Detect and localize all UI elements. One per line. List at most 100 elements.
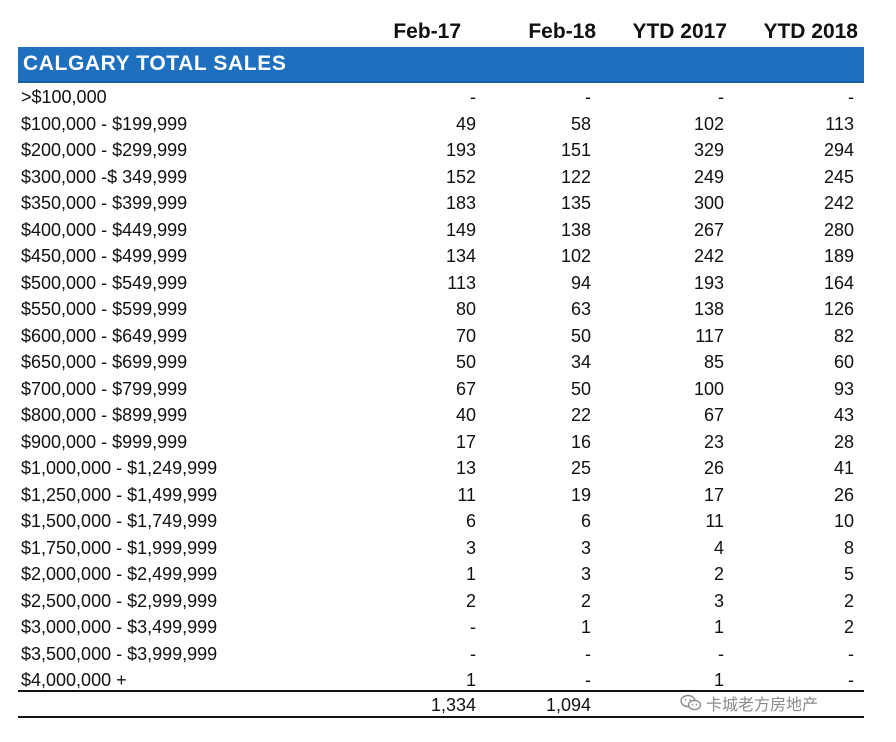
price-range-label: $400,000 - $449,999: [21, 219, 188, 240]
value-ytd2017: 102: [693, 113, 724, 134]
price-range-label: $900,000 - $999,999: [21, 431, 188, 452]
value-feb17: 70: [455, 325, 476, 346]
price-range-label: $700,000 - $799,999: [21, 378, 188, 399]
table-row: $600,000 - $649,999 70 50 117 82: [18, 323, 864, 350]
value-feb18: 25: [570, 458, 591, 478]
value-ytd2017: 26: [703, 458, 724, 478]
value-feb18: 122: [560, 166, 591, 187]
value-feb18: 19: [570, 484, 591, 505]
table-row: $100,000 - $199,999 49 58 102 113: [18, 111, 864, 138]
value-feb17: 40: [455, 405, 476, 425]
value-feb17: 3: [465, 537, 476, 558]
total-divider-bottom: [18, 716, 864, 718]
value-ytd2018: 82: [833, 325, 854, 346]
value-feb18: -: [585, 670, 591, 690]
value-feb18: 2: [580, 590, 591, 611]
value-feb18: 50: [570, 325, 591, 346]
value-ytd2018: 26: [833, 484, 854, 505]
value-feb17: 17: [455, 431, 476, 452]
table-row: $2,000,000 - $2,499,999 1 3 2 5: [18, 561, 864, 588]
wechat-icon: [680, 694, 702, 711]
value-feb17: 183: [445, 193, 476, 213]
value-ytd2017: 138: [693, 299, 724, 319]
table-row: $300,000 -$ 349,999 152 122 249 245: [18, 164, 864, 191]
value-feb17: 50: [455, 352, 476, 372]
value-feb17: 13: [455, 458, 476, 478]
value-feb18: 58: [570, 113, 591, 134]
price-range-label: $650,000 - $699,999: [21, 352, 188, 372]
table-row: $1,000,000 - $1,249,999 13 25 26 41: [18, 455, 864, 482]
value-feb17: -: [470, 617, 476, 637]
value-feb18: 34: [570, 352, 591, 372]
sales-rows: >$100,000- - - - $100,000 - $199,999 49 58 102 1…: [18, 84, 864, 694]
totals-row: 1,334 1,094: [18, 693, 864, 717]
value-ytd2017: 85: [703, 352, 724, 372]
value-ytd2017: 329: [693, 140, 724, 160]
value-ytd2017: 23: [703, 431, 724, 452]
value-feb17: 1: [465, 670, 476, 690]
value-feb18: -: [585, 87, 591, 107]
total-divider-top: [18, 690, 864, 692]
value-feb17: 6: [465, 511, 476, 531]
value-ytd2017: 300: [693, 193, 724, 213]
value-feb17: 193: [445, 140, 476, 160]
value-feb17: 80: [455, 299, 476, 319]
value-feb17: -: [470, 643, 476, 664]
value-feb18: 1: [580, 617, 591, 637]
column-header-feb18: Feb-18: [528, 20, 596, 43]
price-range-label: $800,000 - $899,999: [21, 405, 188, 425]
table-row: $500,000 - $549,999 113 94 193 164: [18, 270, 864, 297]
watermark: 卡城老方房地产: [680, 690, 818, 716]
price-range-label: $350,000 - $399,999: [21, 193, 188, 213]
price-range-label: $3,500,000 - $3,999,999: [21, 643, 218, 664]
value-feb18: 151: [560, 140, 591, 160]
value-feb18: 16: [570, 431, 591, 452]
table-row: $700,000 - $799,999 67 50 100 93: [18, 376, 864, 403]
value-feb18: 3: [580, 537, 591, 558]
total-feb18: 1,094: [545, 695, 591, 715]
value-feb17: 11: [457, 484, 476, 505]
value-ytd2018: 5: [843, 564, 854, 584]
value-feb18: 135: [560, 193, 591, 213]
value-ytd2017: 1: [713, 617, 724, 637]
value-ytd2018: 113: [825, 113, 854, 134]
value-ytd2018: -: [848, 87, 854, 107]
value-ytd2017: 1: [713, 670, 724, 690]
price-range-label: $1,000,000 - $1,249,999: [21, 458, 218, 478]
table-row: $3,000,000 - $3,499,999 - 1 1 2: [18, 614, 864, 641]
value-ytd2017: 249: [693, 166, 724, 187]
table-row: $200,000 - $299,999 193 151 329 294: [18, 137, 864, 164]
value-feb18: 63: [570, 299, 591, 319]
value-feb18: 6: [580, 511, 591, 531]
value-feb18: 102: [560, 246, 591, 266]
value-ytd2017: 193: [693, 272, 724, 293]
table-row: $900,000 - $999,999 17 16 23 28: [18, 429, 864, 456]
value-feb18: -: [585, 643, 591, 664]
value-ytd2018: 60: [833, 352, 854, 372]
table-row: >$100,000 - - - -: [18, 84, 864, 111]
value-ytd2018: 8: [843, 537, 854, 558]
price-range-label: $200,000 - $299,999: [21, 140, 188, 160]
price-range-label: $300,000 -$ 349,999: [21, 166, 188, 187]
value-ytd2017: -: [718, 643, 724, 664]
price-range-label: $2,000,000 - $2,499,999: [21, 564, 218, 584]
price-range-label: $100,000 - $199,999: [21, 113, 188, 134]
price-range-label: $3,000,000 - $3,499,999: [21, 617, 218, 637]
value-ytd2017: 117: [695, 325, 724, 346]
value-feb17: 49: [455, 113, 476, 134]
column-header-feb17: Feb-17: [393, 20, 461, 43]
value-feb17: 149: [445, 219, 476, 240]
value-feb18: 50: [570, 378, 591, 399]
value-ytd2018: -: [848, 643, 854, 664]
price-range-label: $1,750,000 - $1,999,999: [21, 537, 218, 558]
value-ytd2017: 4: [713, 537, 724, 558]
value-ytd2018: 93: [833, 378, 854, 399]
value-feb18: 22: [570, 405, 591, 425]
total-feb17: 1,334: [430, 695, 476, 715]
value-ytd2018: 280: [823, 219, 854, 240]
value-ytd2018: 164: [823, 272, 854, 293]
column-headers: Feb-17 Feb-18 YTD 2017 YTD 2018: [18, 20, 864, 48]
value-ytd2018: 2: [843, 590, 854, 611]
column-header-ytd2018: YTD 2018: [763, 20, 858, 43]
value-ytd2018: 189: [823, 246, 854, 266]
